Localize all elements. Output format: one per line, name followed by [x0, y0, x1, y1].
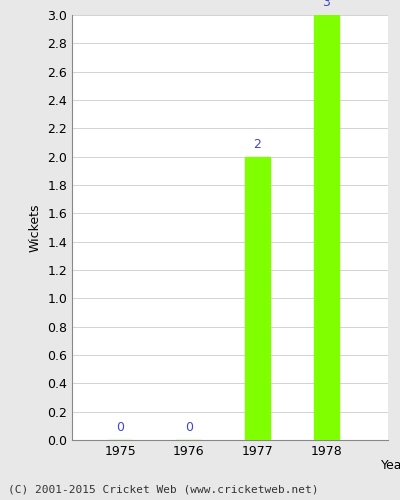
Text: 2: 2 — [254, 138, 262, 151]
Y-axis label: Wickets: Wickets — [28, 203, 42, 252]
Text: 3: 3 — [322, 0, 330, 10]
Bar — [245, 156, 270, 440]
Text: 0: 0 — [116, 422, 124, 434]
Text: (C) 2001-2015 Cricket Web (www.cricketweb.net): (C) 2001-2015 Cricket Web (www.cricketwe… — [8, 485, 318, 495]
Text: 0: 0 — [185, 422, 193, 434]
X-axis label: Year: Year — [381, 459, 400, 472]
Bar — [314, 15, 338, 440]
